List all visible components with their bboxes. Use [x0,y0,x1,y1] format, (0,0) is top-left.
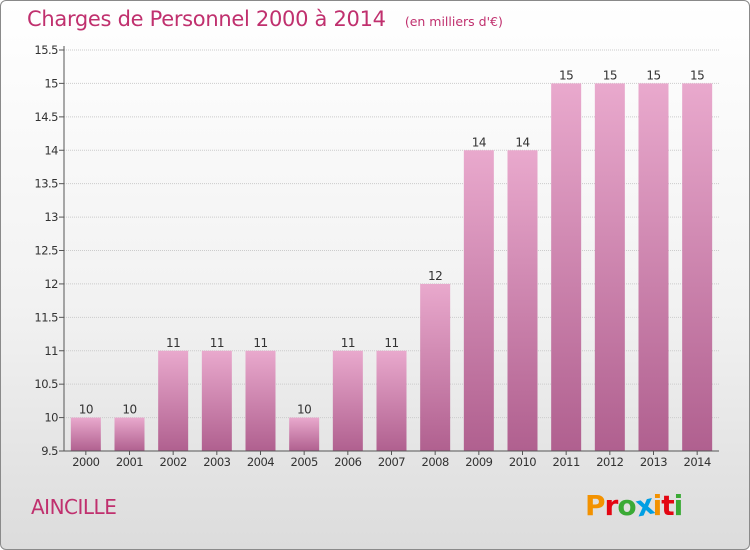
x-tick-label: 2013 [640,455,667,469]
bar-2010 [507,150,538,451]
bar-2000 [70,417,101,451]
y-tick-label: 13.5 [34,177,58,191]
data-label: 15 [690,68,704,82]
data-label: 10 [79,403,93,417]
bar-2007 [376,350,407,451]
bar-2005 [289,417,320,451]
bar-2002 [158,350,189,451]
data-label: 11 [210,336,224,350]
y-tick-label: 13 [44,210,58,224]
y-tick-label: 12.5 [34,244,58,258]
x-tick-label: 2009 [465,455,492,469]
y-tick-label: 10.5 [34,377,58,391]
x-tick-label: 2003 [203,455,230,469]
data-label: 10 [297,403,311,417]
y-tick-label: 11.5 [34,310,58,324]
data-label: 11 [384,336,398,350]
x-tick-label: 2008 [422,455,449,469]
data-label: 14 [472,135,486,149]
logo-letter: r [604,489,619,522]
data-label: 10 [122,403,136,417]
bar-2006 [332,350,363,451]
y-tick-label: 14.5 [34,110,58,124]
bar-layer [70,83,713,452]
x-tick-label: 2005 [291,455,318,469]
bar-2003 [201,350,232,451]
bar-2012 [594,83,625,452]
axis-layer [59,46,719,455]
bar-2011 [551,83,582,452]
x-tick-label: 2011 [553,455,580,469]
data-label: 15 [603,68,617,82]
x-tick-label: 2014 [684,455,711,469]
bar-2013 [638,83,669,452]
bar-2014 [682,83,713,452]
proxiti-logo: Proxiti [585,488,684,524]
data-label: 15 [559,68,573,82]
x-tick-label: 2004 [247,455,274,469]
x-tick-label: 2001 [116,455,143,469]
logo-letter: i [673,489,684,522]
x-tick-label: 2006 [334,455,361,469]
x-tick-label: 2010 [509,455,536,469]
logo-letter: t [661,489,674,522]
x-tick-label: 2002 [160,455,187,469]
chart-title: Charges de Personnel 2000 à 2014 [27,7,386,31]
title-row: Charges de Personnel 2000 à 2014 (en mil… [27,7,503,31]
y-tick-label: 9.5 [41,444,58,458]
logo-letter: o [617,489,636,522]
x-tick-label: 2007 [378,455,405,469]
chart-units: (en milliers d'€) [404,14,503,29]
y-tick-label: 15.5 [34,43,58,57]
bar-2008 [420,283,451,451]
data-label: 11 [166,336,180,350]
logo-letter: i [652,489,663,522]
data-label: 11 [253,336,267,350]
bar-2009 [463,150,494,451]
y-tick-label: 11 [44,344,58,358]
data-label: 14 [515,135,529,149]
data-label: 15 [646,68,660,82]
commune-name: AINCILLE [31,495,117,519]
data-label: 12 [428,269,442,283]
y-tick-label: 12 [44,277,58,291]
label-layer: 9.5 10 10.5 11 11.5 12 12.5 13 13.5 14 14.5 15 15.5 1… [34,43,711,469]
bar-2001 [114,417,145,451]
data-label: 11 [341,336,355,350]
y-tick-label: 14 [44,143,58,157]
x-tick-label: 2000 [72,455,99,469]
y-tick-label: 10 [44,411,58,425]
x-tick-label: 2012 [596,455,623,469]
logo-letter: P [585,489,606,522]
y-tick-label: 15 [44,76,58,90]
bar-2004 [245,350,276,451]
